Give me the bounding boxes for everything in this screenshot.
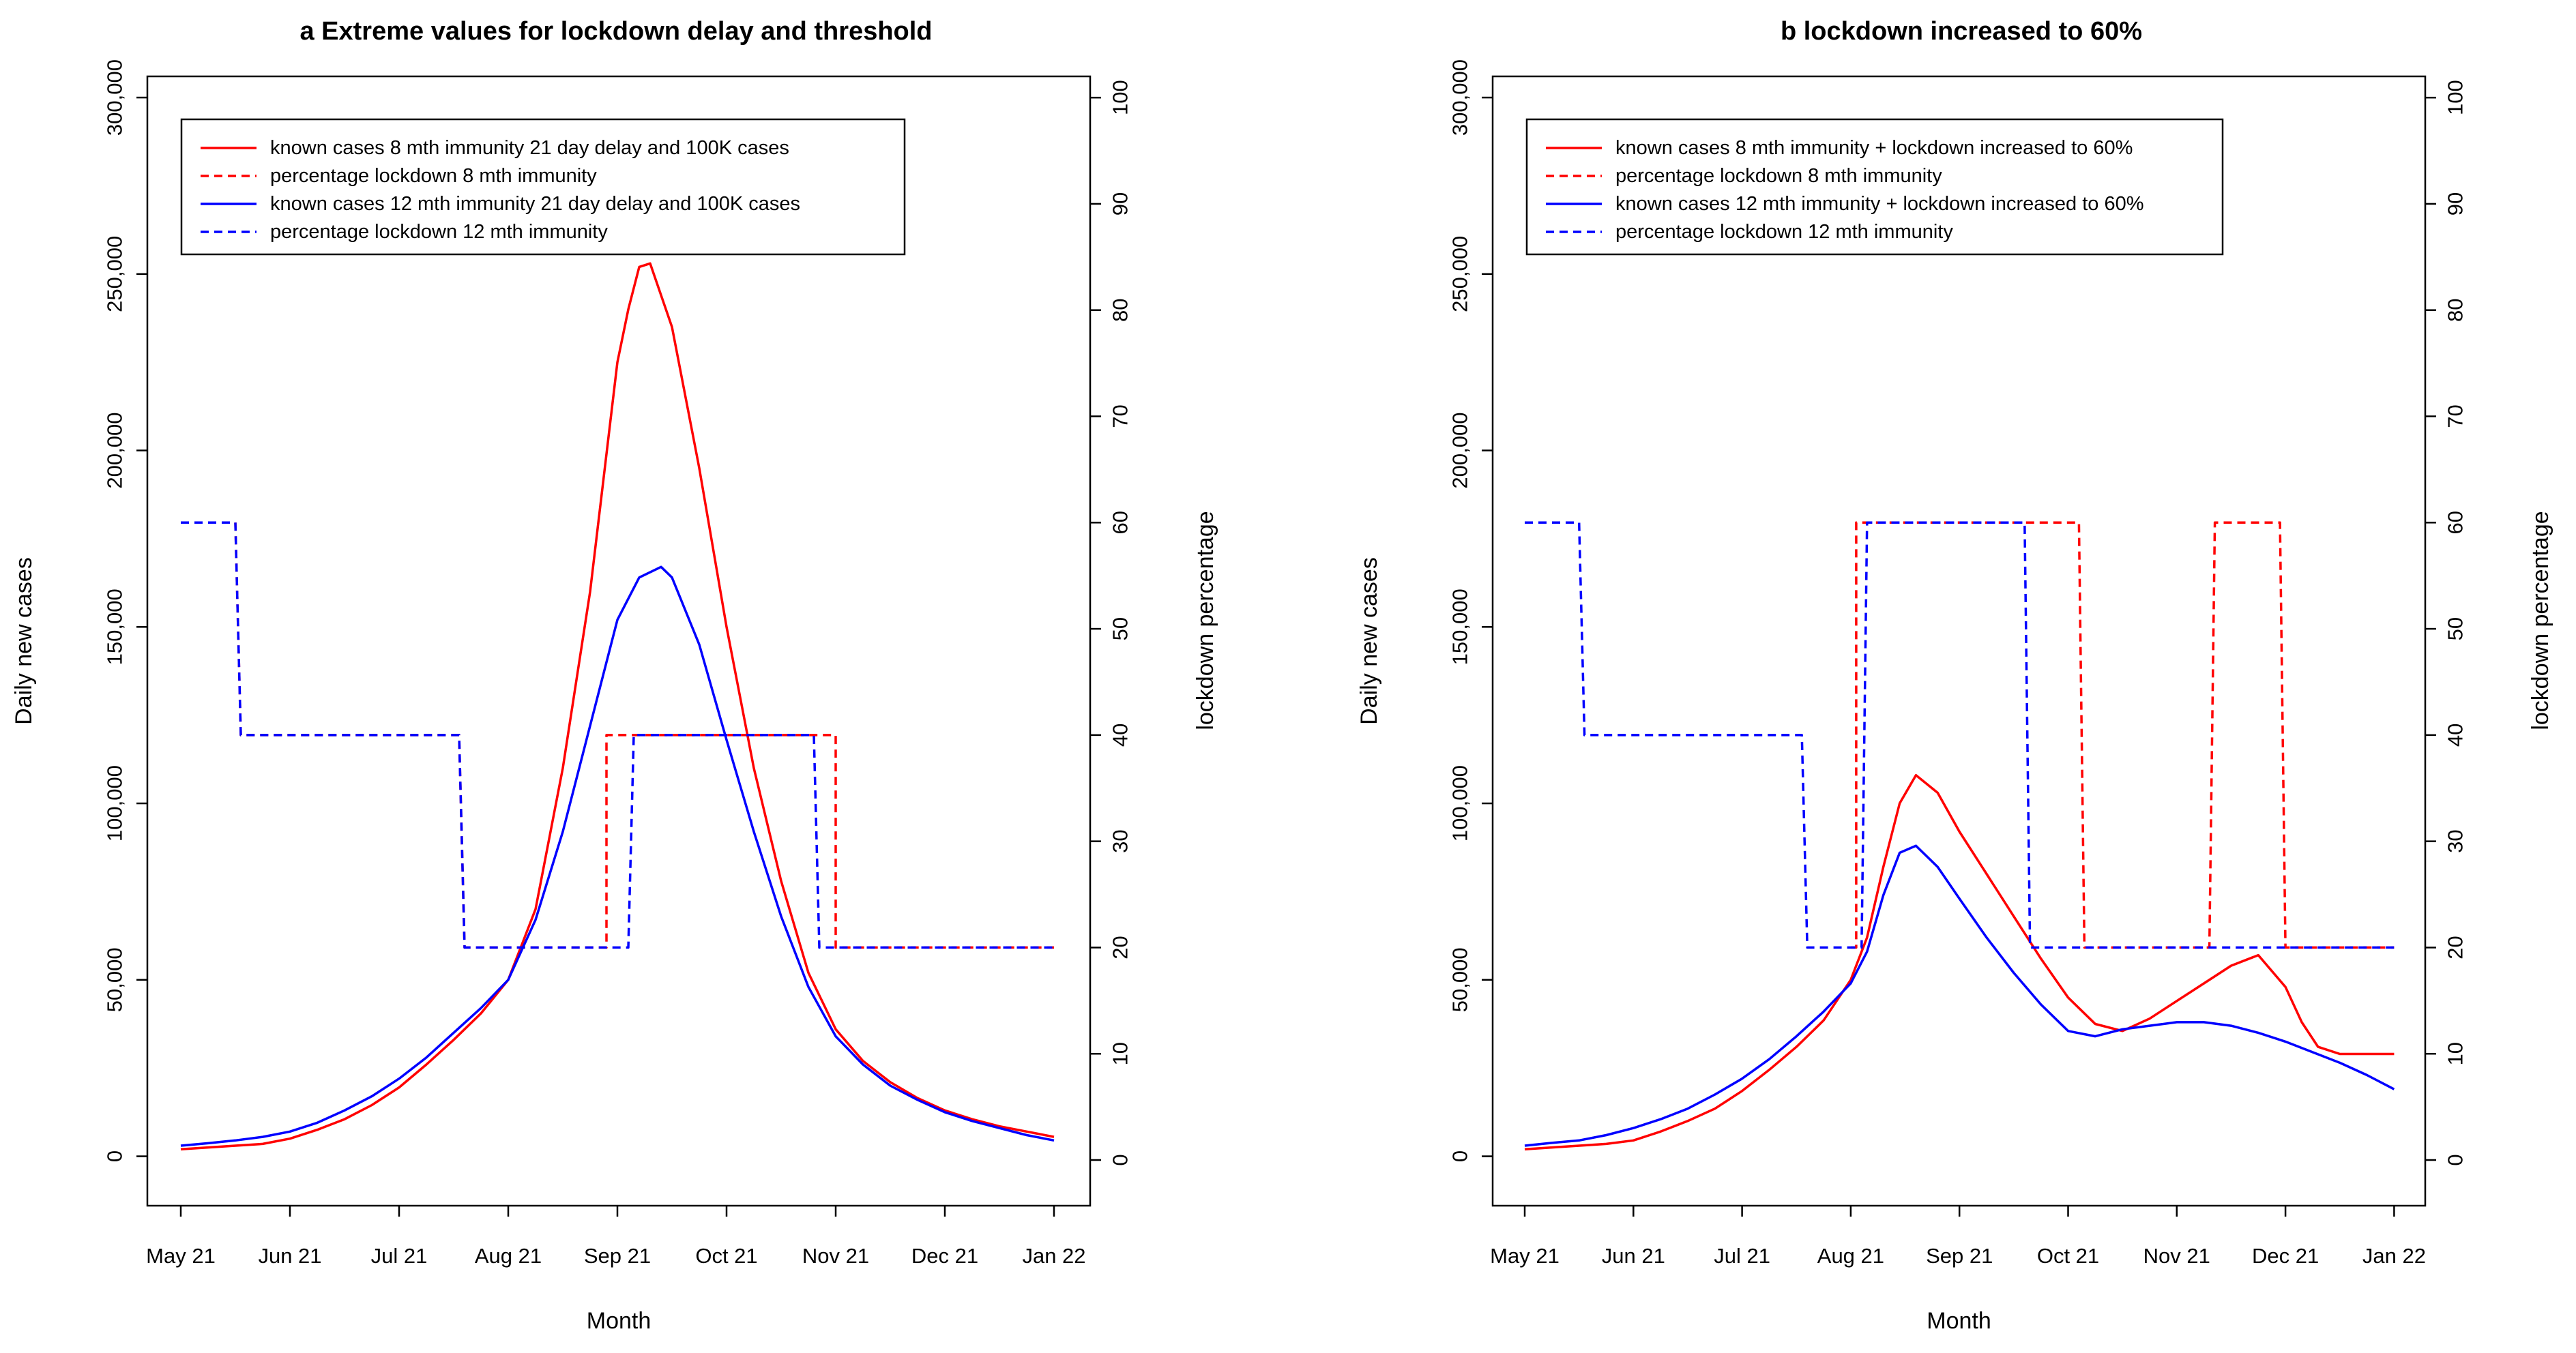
y2-tick-label: 0 [2444, 1154, 2468, 1165]
chart-title: b lockdown increased to 60% [1781, 17, 2142, 46]
y-tick-label: 150,000 [1448, 589, 1472, 665]
x-axis-label: Month [587, 1308, 652, 1334]
y-tick-label: 100,000 [1448, 765, 1472, 842]
x-tick-label: Dec 21 [2252, 1244, 2319, 1268]
x-tick-label: Jan 22 [1022, 1244, 1085, 1268]
x-tick-label: May 21 [146, 1244, 216, 1268]
legend-entry: percentage lockdown 12 mth immunity [270, 221, 608, 243]
x-tick-label: Jun 21 [1602, 1244, 1665, 1268]
chart-title: a Extreme values for lockdown delay and … [299, 17, 932, 46]
y2-tick-label: 40 [1109, 724, 1132, 747]
legend: known cases 8 mth immunity 21 day delay … [180, 118, 906, 256]
chart-panel-b: b lockdown increased to 60% 0 50,000 100,00… [1356, 17, 2553, 1334]
legend-entry: percentage lockdown 12 mth immunity [1615, 221, 1953, 243]
x-tick-label: Dec 21 [911, 1244, 978, 1268]
y2-tick-label: 10 [2444, 1042, 2468, 1065]
y-tick-label: 300,000 [103, 59, 127, 136]
legend-entry: percentage lockdown 8 mth immunity [270, 165, 597, 187]
x-tick-label: Jul 21 [371, 1244, 428, 1268]
y2-tick-label: 60 [1109, 511, 1132, 534]
legend-entry: known cases 8 mth immunity + lockdown in… [1615, 137, 2133, 159]
series-line-2 [1850, 521, 2395, 949]
y-tick-label: 250,000 [103, 236, 127, 312]
y2-tick-label: 100 [2444, 80, 2468, 115]
y-tick-label: 0 [103, 1150, 127, 1162]
y2-axis-label: lockdown percentage [2528, 511, 2553, 730]
y2-tick-label: 20 [1109, 936, 1132, 959]
y2-tick-label: 90 [2444, 192, 2468, 215]
x-tick-label: Jun 21 [258, 1244, 321, 1268]
y2-tick-label: 50 [1109, 617, 1132, 640]
y-tick-label: 200,000 [1448, 413, 1472, 489]
legend-entry: known cases 12 mth immunity + lockdown i… [1615, 193, 2144, 215]
y2-tick-label: 30 [2444, 829, 2468, 852]
y2-tick-label: 0 [1109, 1154, 1132, 1165]
x-tick-label: Jan 22 [2362, 1244, 2426, 1268]
y2-tick-label: 90 [1109, 192, 1132, 215]
x-tick-label: Nov 21 [2143, 1244, 2210, 1268]
x-tick-label: Aug 21 [475, 1244, 542, 1268]
y2-tick-label: 60 [2444, 511, 2468, 534]
x-tick-label: Sep 21 [584, 1244, 651, 1268]
x-axis-label: Month [1927, 1308, 1991, 1334]
x-tick-label: Nov 21 [802, 1244, 869, 1268]
y-tick-label: 50,000 [1448, 947, 1472, 1012]
y2-tick-label: 50 [2444, 617, 2468, 640]
y-axis-label: Daily new cases [11, 557, 37, 725]
series-line-1 [180, 262, 1055, 1150]
x-tick-label: May 21 [1490, 1244, 1560, 1268]
legend-entry: known cases 12 mth immunity 21 day delay… [270, 193, 800, 215]
y2-tick-label: 100 [1109, 80, 1132, 115]
y2-tick-label: 10 [1109, 1042, 1132, 1065]
legend: known cases 8 mth immunity + lockdown in… [1525, 118, 2224, 256]
chart-panel-a: a Extreme values for lockdown delay and … [11, 17, 1218, 1334]
x-tick-label: Oct 21 [695, 1244, 757, 1268]
y2-tick-label: 30 [1109, 829, 1132, 852]
y2-tick-label: 70 [2444, 404, 2468, 428]
plot-frame [146, 75, 1092, 1207]
legend-entry: percentage lockdown 8 mth immunity [1615, 165, 1942, 187]
legend-box [180, 118, 906, 256]
legend-entry: known cases 8 mth immunity 21 day delay … [270, 137, 789, 159]
y2-tick-label: 40 [2444, 724, 2468, 747]
x-tick-label: Oct 21 [2037, 1244, 2099, 1268]
y-tick-label: 50,000 [103, 947, 127, 1012]
x-tick-label: Sep 21 [1926, 1244, 1993, 1268]
y-tick-label: 300,000 [1448, 59, 1472, 136]
x-tick-label: Jul 21 [1714, 1244, 1770, 1268]
y2-tick-label: 80 [1109, 298, 1132, 321]
legend-box [1525, 118, 2224, 256]
y-tick-label: 200,000 [103, 413, 127, 489]
series-line-4 [181, 521, 1054, 949]
y2-axis-label: lockdown percentage [1192, 511, 1218, 730]
y2-tick-label: 20 [2444, 936, 2468, 959]
series-line-3 [180, 565, 1055, 1147]
y2-tick-label: 70 [1109, 404, 1132, 428]
series-line-4 [1525, 521, 2395, 949]
y-tick-label: 100,000 [103, 765, 127, 842]
x-tick-label: Aug 21 [1817, 1244, 1884, 1268]
y-tick-label: 150,000 [103, 589, 127, 665]
y-tick-label: 0 [1448, 1150, 1472, 1162]
series-line-2 [181, 521, 1054, 949]
y-axis-label: Daily new cases [1356, 557, 1382, 725]
y-tick-label: 250,000 [1448, 236, 1472, 312]
y2-tick-label: 80 [2444, 298, 2468, 321]
series-line-3 [1524, 844, 2395, 1147]
series-line-1 [1524, 773, 2395, 1150]
